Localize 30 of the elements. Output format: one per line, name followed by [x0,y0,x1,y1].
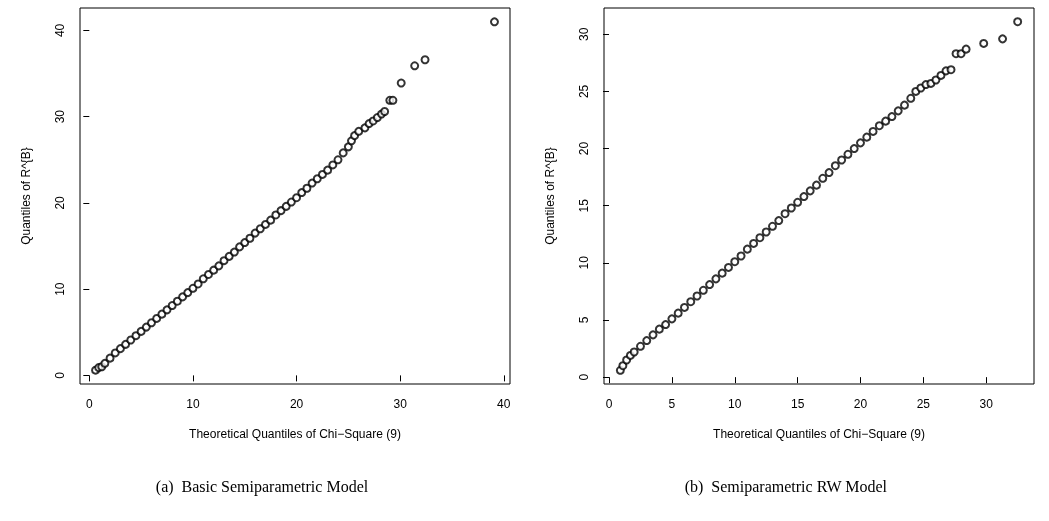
y-tick-label: 15 [577,198,591,213]
text: (a) Basic Semiparametric Model [155,477,369,496]
x-tick-label: 10 [728,397,742,411]
x-tick-label: 15 [790,397,805,411]
x-axis-title: Theoretical Quantiles of Chi−Square (9) [713,427,925,441]
x-axis-title: Theoretical Quantiles of Chi−Square (9) [189,427,401,441]
x-tick-label: 5 [668,397,676,411]
y-tick-label: 10 [577,255,591,270]
y-axis-title: Quantiles of R^{B} [19,147,33,245]
y-tick-label: 5 [577,316,591,324]
x-tick-label: 30 [393,397,408,411]
y-tick-label: 25 [577,84,591,99]
y-axis-title: Quantiles of R^{B} [543,147,557,245]
text: (b) Semiparametric RW Model [684,477,888,496]
x-tick-label: 10 [186,397,200,411]
y-tick-label: 40 [53,23,67,38]
x-tick-label: 0 [85,397,93,411]
y-tick-label: 20 [577,141,591,156]
x-tick-label: 20 [289,397,304,411]
x-tick-label: 0 [605,397,613,411]
y-tick-label: 10 [53,282,67,296]
y-tick-label: 30 [53,109,67,124]
x-tick-label: 20 [853,397,868,411]
x-tick-label: 25 [916,397,931,411]
y-tick-label: 30 [577,27,591,41]
x-tick-label: 30 [979,397,994,411]
x-tick-label: 40 [497,397,511,411]
y-tick-label: 0 [577,373,591,381]
y-tick-label: 20 [53,195,67,210]
y-tick-label: 0 [53,371,67,379]
